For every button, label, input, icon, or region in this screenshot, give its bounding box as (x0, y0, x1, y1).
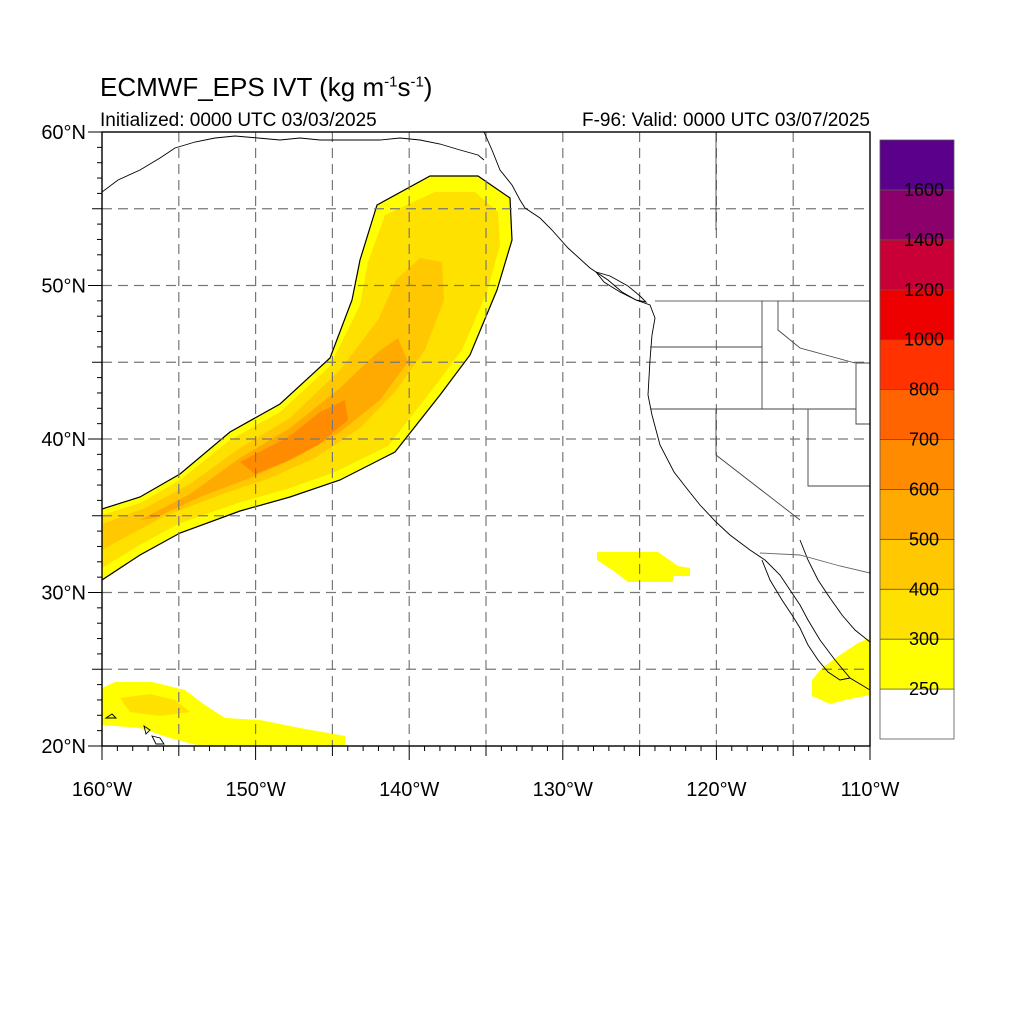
x-tick-label: 140°W (379, 779, 439, 801)
hawaii-islands (104, 713, 165, 745)
colorbar-swatch (879, 389, 955, 440)
colorbar-swatch (879, 139, 955, 191)
colorbar-label: 1200 (904, 280, 944, 300)
colorbar-label: 600 (909, 479, 939, 499)
y-tick-label: 40°N (41, 429, 86, 451)
ar-level-500 (140, 338, 408, 520)
colorbar-swatch (879, 489, 955, 540)
map-title: ECMWF_EPS IVT (kg m-1s-1) (100, 72, 433, 102)
x-tick-label: 150°W (225, 779, 285, 801)
valid-time-label: F-96: Valid: 0000 UTC 03/07/2025 (582, 110, 870, 131)
colorbar-swatch (879, 439, 955, 490)
coastlines (102, 132, 870, 745)
colorbar-swatch (879, 189, 955, 241)
x-tick-label: 130°W (533, 779, 593, 801)
colorbar-swatch (879, 339, 955, 390)
y-tick-label: 60°N (41, 122, 86, 144)
colorbar: 250 300 400 500 600 700 800 1000 1200 1400 1600 (879, 139, 955, 740)
colorbar-label: 800 (909, 380, 939, 400)
x-tick-label: 110°W (841, 779, 900, 801)
colorbar-swatch (879, 688, 955, 740)
colorbar-label: 500 (909, 529, 939, 549)
colorbar-label: 300 (909, 629, 939, 649)
us-mexico-border (759, 552, 870, 574)
state-borders (650, 132, 870, 521)
colorbar-label: 400 (909, 579, 939, 599)
ar-level-600 (240, 400, 348, 474)
ar-level-400 (102, 258, 444, 550)
hawaii-moisture-region (102, 682, 345, 746)
ivt-contour (102, 175, 513, 581)
gulf-coast-mexico (799, 539, 870, 643)
axes: 160°W 150°W 140°W 130°W 120°W 110°W 60°N 50°N 40… (41, 122, 899, 801)
y-tick-label: 50°N (41, 276, 86, 298)
y-tick-label: 20°N (41, 736, 86, 758)
offshore-patch-region (597, 552, 690, 582)
colorbar-label: 1600 (904, 180, 944, 200)
colorbar-label: 1000 (904, 330, 944, 350)
colorbar-swatch (879, 239, 955, 291)
colorbar-swatch (879, 289, 955, 341)
baja-peninsula (761, 559, 851, 681)
ar-contour-line (102, 175, 513, 581)
gridlines (102, 132, 870, 746)
baja-patch-region (812, 638, 870, 704)
vancouver-island (594, 271, 648, 303)
colorbar-label: 250 (909, 679, 939, 699)
colorbar-label: 700 (909, 430, 939, 450)
colorbar-swatch (879, 538, 955, 590)
x-tick-label: 120°W (686, 779, 746, 801)
north-america-coast (483, 132, 870, 691)
colorbar-swatch (879, 638, 955, 690)
y-tick-label: 30°N (41, 583, 86, 605)
x-tick-label: 160°W (72, 779, 132, 801)
initialized-label: Initialized: 0000 UTC 03/03/2025 (100, 110, 377, 131)
hawaii-moisture-inner (120, 694, 190, 716)
alaska-coast (102, 135, 485, 193)
colorbar-label: 1400 (904, 230, 944, 250)
colorbar-swatch (879, 588, 955, 640)
